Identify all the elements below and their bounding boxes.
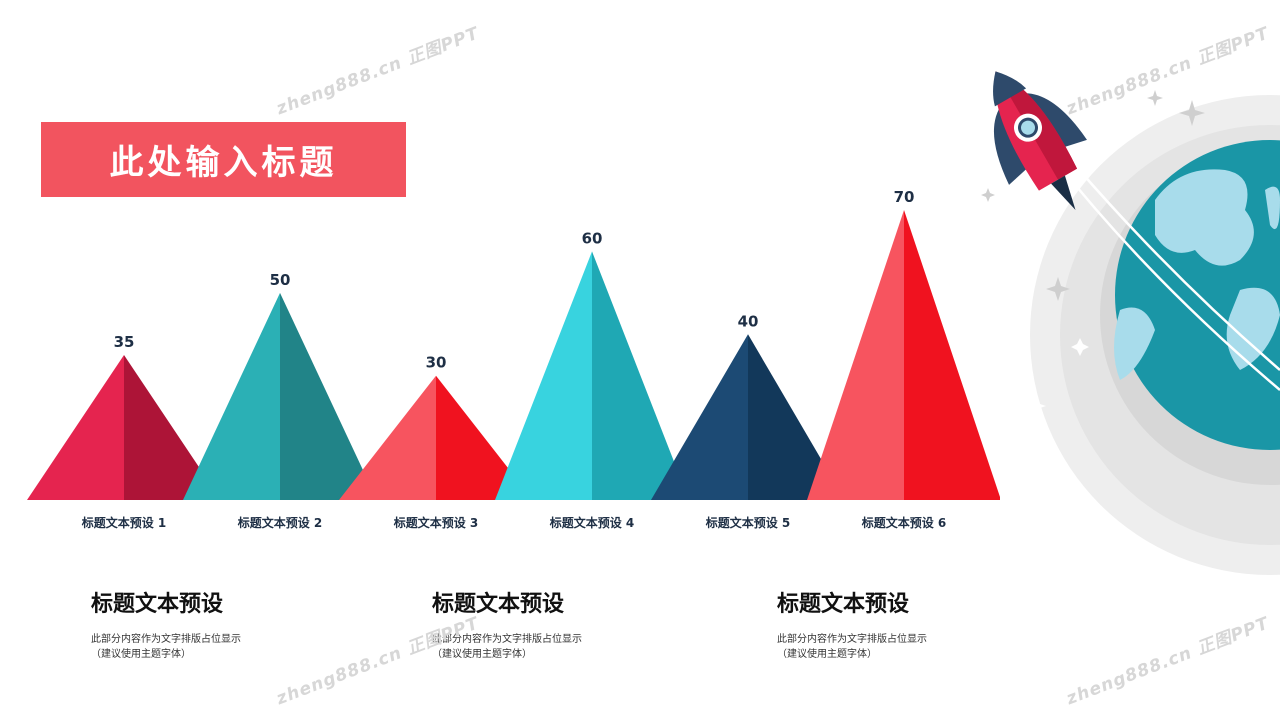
sparkle-icon xyxy=(981,90,1205,301)
data-label: 40 xyxy=(738,312,759,330)
category-label: 标题文本预设 3 xyxy=(393,515,479,530)
category-label: 标题文本预设 2 xyxy=(237,515,323,530)
data-label: 35 xyxy=(114,333,135,351)
category-label: 标题文本预设 6 xyxy=(861,515,947,530)
pyramid-left-face xyxy=(807,210,904,500)
pyramid-chart: 35 标题文本预设 1 50 标题文本预设 2 30 标题文本预设 3 60 标题文本预设 4… xyxy=(27,188,1000,530)
pyramid-right-face xyxy=(904,210,1000,500)
data-label: 30 xyxy=(426,354,447,372)
pyramid-right-face xyxy=(280,292,377,500)
pyramid-left-face xyxy=(339,375,436,500)
block-body-line-1: 此部分内容作为文字排版占位显示 xyxy=(777,634,927,645)
pyramid-right-face xyxy=(124,355,221,500)
block-body-line-2: （建议使用主题字体） xyxy=(432,649,532,660)
data-label: 50 xyxy=(270,271,291,289)
pyramid-1 xyxy=(27,355,221,500)
orbit-lines xyxy=(1054,159,1280,391)
pyramid-right-face xyxy=(592,251,689,500)
pyramid-left-face xyxy=(651,334,748,500)
pyramid-5 xyxy=(651,334,845,500)
pyramid-left-face xyxy=(183,292,280,500)
pyramid-left-face xyxy=(27,355,124,500)
rocket-icon xyxy=(993,71,1087,210)
block-title: 标题文本预设 xyxy=(777,592,910,617)
category-label: 标题文本预设 5 xyxy=(705,515,791,530)
pyramid-4 xyxy=(495,251,689,500)
block-body-line-1: 此部分内容作为文字排版占位显示 xyxy=(91,634,241,645)
block-body-line-2: （建议使用主题字体） xyxy=(91,649,191,660)
category-label: 标题文本预设 4 xyxy=(549,515,635,530)
pyramid-left-face xyxy=(495,251,592,500)
data-label: 70 xyxy=(894,188,915,206)
pyramid-2 xyxy=(183,292,377,500)
block-title: 标题文本预设 xyxy=(91,592,224,617)
pyramid-6 xyxy=(807,210,1000,500)
pyramid-right-face xyxy=(748,334,845,500)
title-banner: 此处输入标题 xyxy=(41,122,406,197)
text-block-1: 标题文本预设 此部分内容作为文字排版占位显示 （建议使用主题字体） xyxy=(91,586,321,662)
block-body-line-1: 此部分内容作为文字排版占位显示 xyxy=(432,634,582,645)
rocket-globe-decoration xyxy=(981,71,1280,575)
text-block-2: 标题文本预设 此部分内容作为文字排版占位显示 （建议使用主题字体） xyxy=(432,586,662,662)
category-label: 标题文本预设 1 xyxy=(81,515,167,530)
page-title: 此处输入标题 xyxy=(109,143,338,183)
block-title: 标题文本预设 xyxy=(432,592,565,617)
data-label: 60 xyxy=(582,229,603,247)
block-body-line-2: （建议使用主题字体） xyxy=(777,649,877,660)
watermark: zheng888.cn 正图PPT xyxy=(1063,613,1273,710)
sparkle-icon xyxy=(1014,338,1089,422)
text-block-3: 标题文本预设 此部分内容作为文字排版占位显示 （建议使用主题字体） xyxy=(777,586,1007,662)
